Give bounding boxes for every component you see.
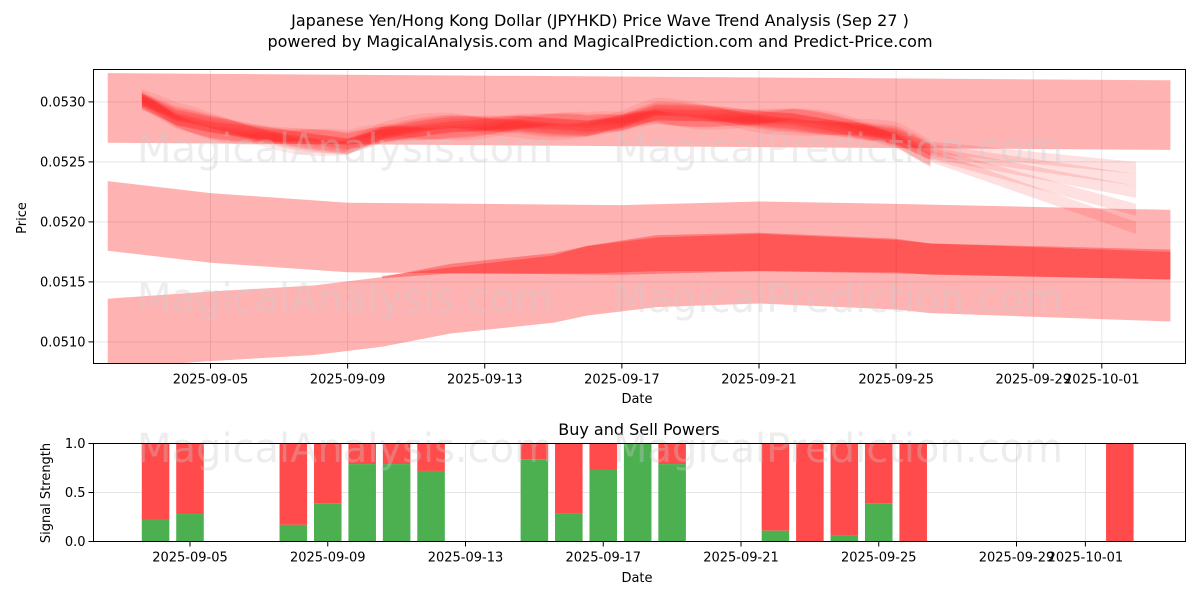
watermark-analysis-bottom: MagicalAnalysis.com: [137, 426, 553, 472]
price-axes-frame: [93, 69, 1186, 364]
wave-tail-0: [930, 149, 1137, 234]
powers-axis-ticks: 2025-09-05 2025-09-09 2025-09-13 2025-09-17…: [65, 437, 1123, 566]
band-upper-channel: [107, 73, 1171, 150]
powers-ylabel: Signal Strength: [39, 443, 54, 543]
powers-xtick-label-3: 2025-09-17: [565, 551, 641, 566]
price-grid: [93, 69, 1186, 364]
sell-bar-2025-09-09: [313, 443, 342, 504]
price-ytick-label-1: 0.0515: [40, 275, 86, 290]
wave-tail-1: [930, 147, 1137, 216]
chart-title: Japanese Yen/Hong Kong Dollar (JPYHKD) P…: [290, 11, 909, 30]
buy-bar-2025-09-08: [279, 524, 308, 542]
sell-bar-2025-09-19: [658, 443, 686, 465]
buy-bar-2025-09-09: [313, 503, 342, 542]
price-ytick-label-3: 0.0525: [40, 155, 86, 170]
watermark-prediction-bottom: MagicalPrediction.com: [613, 426, 1063, 472]
powers-title: Buy and Sell Powers: [558, 420, 720, 439]
price-watermarks: MagicalAnalysis.com MagicalPrediction.co…: [137, 126, 1063, 322]
wave-variant-6: [141, 95, 931, 156]
buy-bar-2025-09-24: [830, 535, 859, 542]
sell-bar-2025-09-12: [417, 443, 445, 471]
price-xtick-label-0: 2025-09-05: [173, 373, 249, 388]
buy-bar-2025-09-22: [761, 530, 790, 542]
watermark-prediction-mid: MagicalPrediction.com: [613, 276, 1063, 322]
watermark-analysis-mid: MagicalAnalysis.com: [137, 276, 553, 322]
wave-tail-2: [930, 146, 1137, 198]
price-xtick-label-5: 2025-09-25: [858, 373, 934, 388]
sell-bar-2025-09-26: [899, 443, 927, 542]
powers-ytick-label-2: 1.0: [65, 437, 86, 452]
buy-bar-2025-09-16: [555, 513, 583, 542]
powers-xtick-label-6: 2025-09-29: [979, 551, 1055, 566]
wave-variant-2: [141, 93, 931, 165]
wave-variant-10: [141, 93, 931, 157]
buy-bar-2025-09-04: [141, 519, 170, 542]
watermark-prediction-top: MagicalPrediction.com: [613, 126, 1063, 172]
buy-bar-2025-09-18: [623, 443, 652, 542]
powers-xtick-label-5: 2025-09-25: [841, 551, 917, 566]
price-xtick-label-6: 2025-09-29: [995, 373, 1071, 388]
powers-xtick-label-1: 2025-09-09: [290, 551, 366, 566]
sell-bar-2025-09-04: [141, 443, 170, 520]
sell-bar-2025-09-23: [796, 443, 824, 542]
wave-tail-3: [930, 143, 1137, 186]
band-middle-channel: [107, 181, 1171, 280]
sell-bar-2025-09-16: [555, 443, 583, 514]
band-overlap-dark: [381, 232, 1171, 280]
watermark-analysis-top: MagicalAnalysis.com: [137, 126, 553, 172]
price-ylabel: Price: [15, 202, 30, 234]
price-xtick-label-7: 2025-10-01: [1064, 373, 1140, 388]
wave-variant-11: [141, 93, 931, 160]
price-ytick-label-4: 0.0530: [40, 95, 86, 110]
buy-bar-2025-09-19: [658, 464, 686, 542]
powers-xtick-label-4: 2025-09-21: [703, 551, 779, 566]
sell-bar-2025-09-11: [382, 443, 411, 465]
price-xtick-label-3: 2025-09-17: [584, 373, 660, 388]
sell-bar-2025-09-10: [348, 443, 376, 465]
sell-bar-2025-09-08: [279, 443, 308, 525]
wave-tail-4: [930, 141, 1137, 174]
powers-xtick-label-7: 2025-10-01: [1048, 551, 1124, 566]
price-xtick-label-1: 2025-09-09: [310, 373, 386, 388]
wave-variant-4: [141, 95, 931, 161]
buy-bar-2025-09-05: [176, 514, 204, 542]
powers-ytick-label-0: 0.0: [65, 535, 86, 550]
buy-bar-2025-09-10: [348, 464, 376, 542]
sell-bar-2025-09-25: [864, 443, 893, 504]
price-ytick-label-2: 0.0520: [40, 215, 86, 230]
sell-bar-2025-09-24: [830, 443, 859, 536]
buy-bar-2025-09-12: [417, 470, 445, 542]
wave-variant-8: [141, 89, 931, 157]
price-axis-ticks: 2025-09-05 2025-09-09 2025-09-13 2025-09-17…: [40, 95, 1140, 387]
price-xtick-label-4: 2025-09-21: [721, 373, 797, 388]
band-lower-channel: [107, 233, 1171, 364]
powers-ytick-label-1: 0.5: [65, 486, 86, 501]
price-bands: [107, 73, 1171, 364]
sell-bar-2025-09-15: [520, 443, 549, 460]
sell-bar-2025-09-22: [761, 443, 790, 531]
powers-bars: [141, 443, 1134, 542]
wave-variant-1: [141, 92, 931, 166]
wave-variant-5: [141, 94, 931, 161]
price-xtick-label-2: 2025-09-13: [447, 373, 523, 388]
sell-bar-2025-09-17: [589, 443, 618, 470]
wave-variant-7: [141, 92, 931, 156]
powers-xtick-label-2: 2025-09-13: [428, 551, 504, 566]
buy-bar-2025-09-11: [382, 464, 411, 542]
buy-bar-2025-09-17: [589, 469, 618, 542]
powers-xlabel: Date: [621, 571, 652, 586]
price-xlabel: Date: [621, 392, 652, 407]
powers-xtick-label-0: 2025-09-05: [152, 551, 228, 566]
wave-variant-3: [141, 96, 931, 161]
buy-bar-2025-09-15: [520, 459, 549, 542]
buy-bar-2025-09-25: [864, 503, 893, 542]
chart-subtitle: powered by MagicalAnalysis.com and Magic…: [267, 32, 932, 51]
sell-bar-2025-10-02: [1106, 443, 1134, 542]
price-ytick-label-0: 0.0510: [40, 335, 86, 350]
powers-watermarks: MagicalAnalysis.com MagicalPrediction.co…: [137, 426, 1063, 472]
sell-bar-2025-09-05: [176, 443, 204, 515]
